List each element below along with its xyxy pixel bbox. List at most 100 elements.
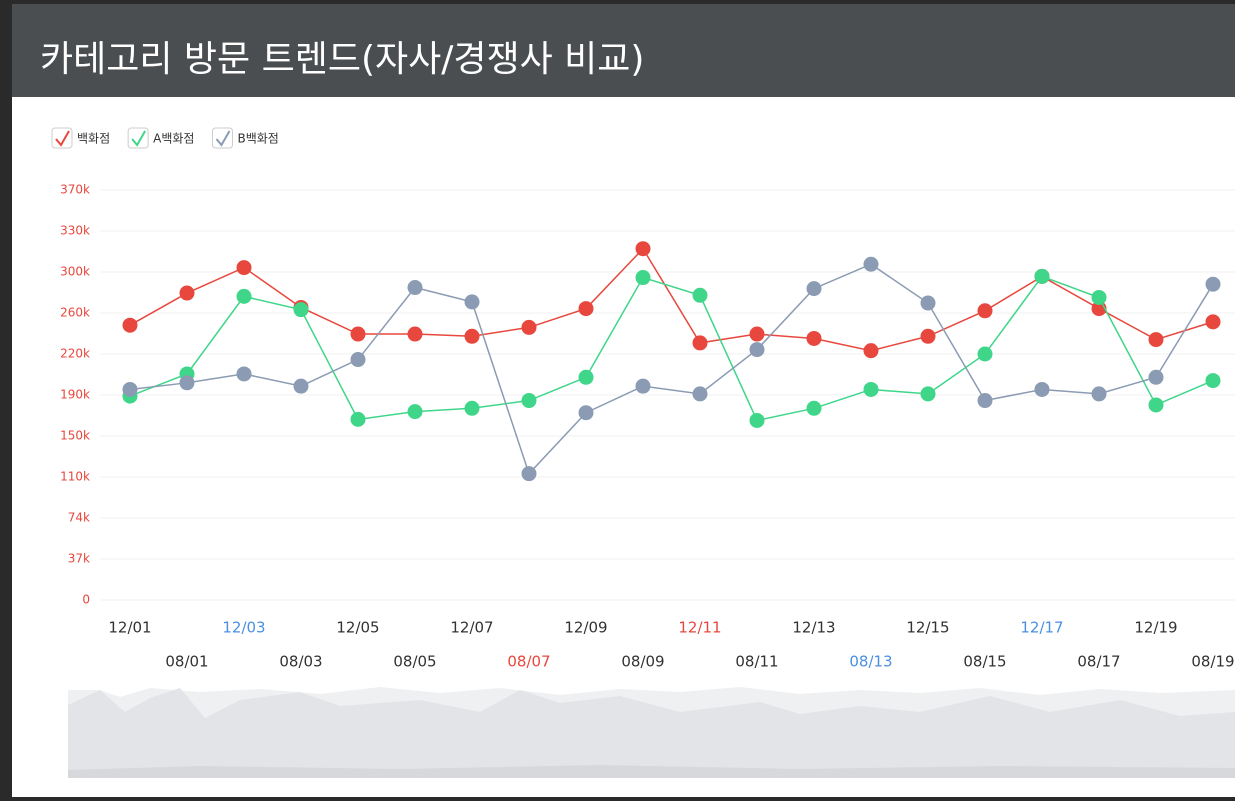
point (293, 378, 309, 394)
point (863, 256, 879, 272)
y-tick-label: 220k (60, 347, 90, 361)
point (122, 381, 138, 397)
legend-item[interactable]: 백화점 (51, 127, 110, 149)
point (1205, 276, 1221, 292)
legend-check (215, 130, 231, 147)
legend-item[interactable]: A백화점 (127, 127, 194, 149)
series-line (129, 247, 1214, 352)
y-tick-label: 74k (68, 511, 90, 525)
point (1034, 268, 1050, 284)
panel: 0 37k 74k 110k 150k 190k 220k 260k 300k 330k 370k 1… (12, 97, 1235, 797)
point (350, 326, 366, 342)
point (464, 328, 480, 344)
point (521, 319, 537, 335)
x-tick-label: 12/13 (792, 619, 835, 637)
legend-label: 백화점 (77, 132, 110, 146)
point (1205, 314, 1221, 330)
x-tick-label: 12/15 (906, 619, 949, 637)
y-tick-label: 330k (60, 224, 90, 238)
x-tick-label: 12/19 (1134, 619, 1177, 637)
point (236, 366, 252, 382)
legend-check (131, 130, 146, 147)
point (749, 326, 765, 342)
point (293, 302, 309, 318)
point (1034, 381, 1050, 397)
point (806, 330, 822, 346)
header: 카테고리 방문 트렌드(자사/경쟁사 비교) (12, 4, 1235, 97)
navigator-series (68, 688, 1235, 778)
point (1148, 397, 1164, 413)
legend-label: B백화점 (237, 132, 278, 146)
x-tick-label: 08/07 (507, 653, 550, 671)
point (635, 270, 651, 286)
series (122, 268, 1221, 428)
point (179, 285, 195, 301)
point (1091, 386, 1107, 402)
point (920, 328, 936, 344)
x-tick-label: 08/03 (279, 653, 322, 671)
point (692, 386, 708, 402)
point (920, 295, 936, 311)
navigator-series (68, 765, 1235, 778)
legend-item[interactable]: B백화점 (211, 127, 279, 149)
x-tick-label: 08/11 (735, 653, 778, 671)
x-tick-label: 08/05 (393, 653, 436, 671)
y-tick-label: 150k (60, 429, 90, 443)
point (122, 317, 138, 333)
point (692, 287, 708, 303)
point (806, 400, 822, 416)
point (692, 335, 708, 351)
point (464, 400, 480, 416)
x-tick-label: 08/19 (1191, 653, 1234, 671)
title: 카테고리 방문 트렌드(자사/경쟁사 비교) (40, 39, 645, 80)
point (806, 281, 822, 297)
point (977, 346, 993, 362)
legend-check (55, 130, 70, 147)
point (749, 342, 765, 358)
point (1205, 373, 1221, 389)
point (920, 386, 936, 402)
point (521, 466, 537, 482)
point (1091, 289, 1107, 305)
point (1148, 332, 1164, 348)
point (179, 375, 195, 391)
series (122, 241, 1221, 359)
series-line (129, 263, 1214, 476)
x-tick-label: 12/17 (1020, 619, 1063, 637)
point (977, 393, 993, 409)
point (236, 260, 252, 276)
point (578, 369, 594, 385)
x-tick-label: 08/01 (165, 653, 208, 671)
point (863, 381, 879, 397)
point (1148, 369, 1164, 385)
point (749, 412, 765, 428)
x-tick-label: 12/07 (450, 619, 493, 637)
point (407, 404, 423, 420)
point (407, 326, 423, 342)
x-tick-label: 12/09 (564, 619, 607, 637)
point (350, 352, 366, 368)
x-tick-label: 12/03 (222, 619, 265, 637)
y-tick-label: 37k (68, 552, 90, 566)
chart: 0 37k 74k 110k 150k 190k 220k 260k 300k 330k 370k 1… (51, 127, 1235, 778)
point (635, 241, 651, 257)
point (350, 411, 366, 427)
x-tick-label: 12/05 (336, 619, 379, 637)
y-tick-label: 190k (60, 388, 90, 402)
point (578, 405, 594, 421)
x-tick-label: 08/09 (621, 653, 664, 671)
series (122, 256, 1221, 482)
point (635, 378, 651, 394)
point (407, 280, 423, 296)
y-tick-label: 300k (60, 265, 90, 279)
y-tick-label: 0 (82, 593, 90, 607)
x-tick-label: 08/15 (963, 653, 1006, 671)
x-tick-label: 08/13 (849, 653, 892, 671)
point (236, 288, 252, 304)
y-tick-label: 370k (60, 183, 90, 197)
x-tick-label: 12/01 (108, 619, 151, 637)
point (464, 294, 480, 310)
point (521, 393, 537, 409)
point (863, 343, 879, 359)
